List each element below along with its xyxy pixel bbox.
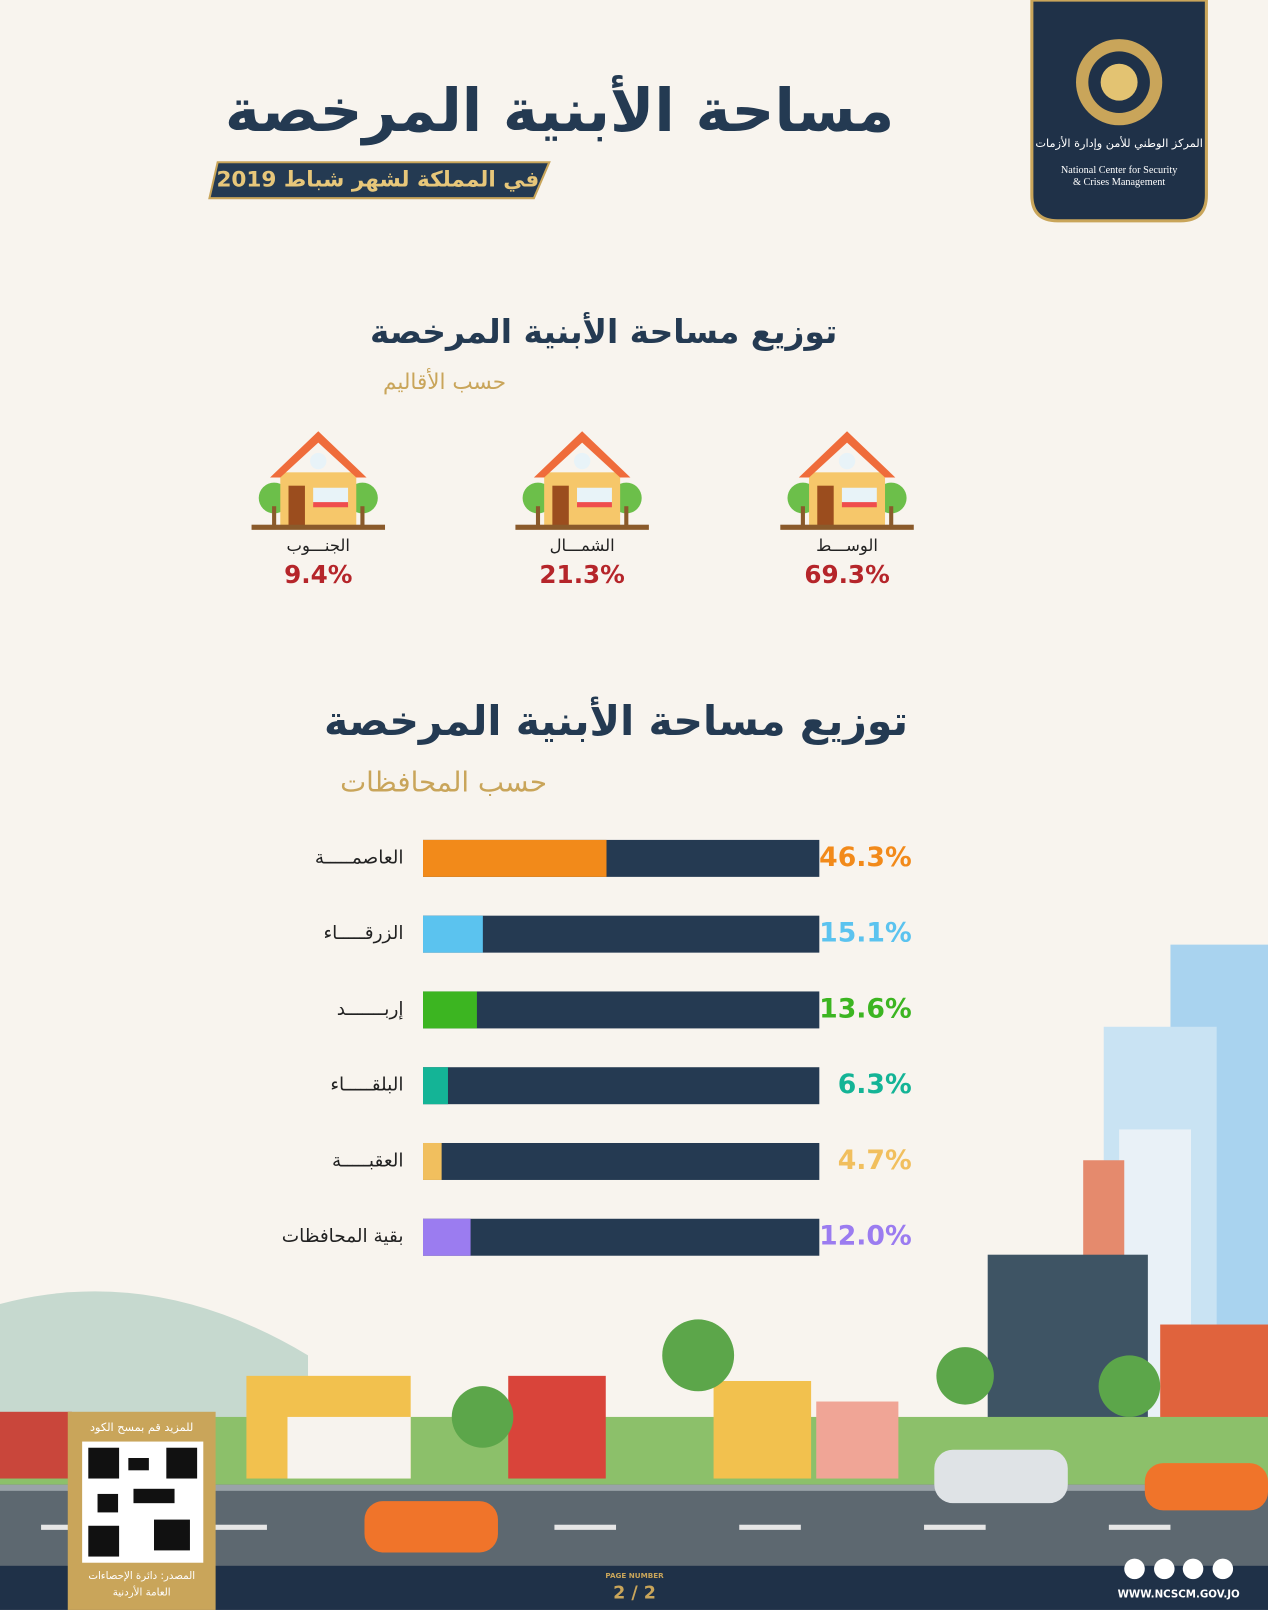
bar [423, 1067, 448, 1105]
bar [423, 915, 483, 953]
house-icon [780, 431, 914, 530]
subtitle-ribbon [208, 161, 551, 200]
bar [423, 991, 477, 1029]
logo-english: & Crises Management [1073, 177, 1165, 188]
house-part [838, 452, 856, 470]
bar [423, 839, 607, 877]
page-number: 2 / 2 [613, 1584, 656, 1604]
bar [423, 1142, 442, 1180]
bar-track [423, 1067, 820, 1105]
house-part [780, 524, 914, 530]
category-label: الشمـــال [550, 536, 615, 555]
source: المصدر: دائرة الإحصاءات [88, 1570, 195, 1582]
bar [423, 1218, 471, 1256]
house-part [841, 502, 877, 508]
category-label: البلقـــــاء [330, 1075, 403, 1096]
value-label: 6.3% [838, 1069, 912, 1100]
house-part [533, 431, 631, 478]
house-part [288, 485, 305, 526]
value-label: 46.3% [819, 842, 912, 873]
value-label: 12.0% [819, 1221, 912, 1252]
house-part [889, 506, 894, 527]
logo-arabic: المركز الوطني للأمن وإدارة الأزمات [1035, 136, 1202, 151]
category-label: العاصمـــــة [315, 847, 404, 868]
bar-track [423, 1218, 820, 1256]
bar-track [423, 1142, 820, 1180]
social-icons [1124, 1558, 1234, 1580]
house-part [515, 524, 649, 530]
house-part [577, 502, 612, 508]
page-subtitle: في المملكة لشهر شباط 2019 [216, 168, 539, 193]
house-part [624, 506, 629, 527]
category-label: بقية المحافظات [282, 1226, 404, 1247]
house-part [272, 506, 277, 527]
category-label: الزرقـــــاء [323, 923, 403, 944]
value-label: 9.4% [284, 560, 352, 589]
source: العامة الأردنية [113, 1585, 171, 1598]
qr-caption: للمزيد قم بمسح الكود [90, 1421, 193, 1435]
website: WWW.NCSCM.GOV.JO [1118, 1589, 1240, 1601]
bar-track [423, 991, 820, 1029]
logo-english: National Center for Security [1061, 165, 1178, 176]
category-label: الجنـــوب [287, 536, 350, 556]
chart-title: توزيع مساحة الأبنية المرخصة [324, 695, 908, 745]
value-label: 15.1% [819, 918, 912, 949]
chart-title: توزيع مساحة الأبنية المرخصة [370, 311, 837, 352]
house-part [313, 487, 349, 505]
house-part [360, 506, 365, 527]
logo [1030, 0, 1208, 223]
chart-subtitle: حسب الأقاليم [383, 368, 506, 395]
page-title: مساحة الأبنية المرخصة [225, 75, 894, 146]
bar-track [423, 915, 820, 953]
house-part [535, 506, 541, 527]
category-label: إربـــــــد [337, 999, 404, 1020]
category-label: العقبـــــة [332, 1150, 404, 1171]
house-part [800, 506, 805, 527]
house-part [841, 487, 877, 505]
house-part [313, 502, 349, 508]
qr-pattern [88, 1447, 198, 1557]
house-part [552, 485, 569, 526]
category-label: الوســـط [816, 536, 878, 556]
value-label: 69.3% [804, 560, 889, 589]
house-part [251, 524, 386, 530]
house-icon [251, 431, 386, 530]
house-icon [515, 431, 649, 530]
value-label: 21.3% [539, 560, 624, 589]
house-part [577, 487, 612, 505]
house-part [798, 431, 896, 478]
value-label: 4.7% [838, 1145, 912, 1176]
house-part [573, 452, 591, 470]
page-caption: PAGE NUMBER [605, 1571, 664, 1580]
value-label: 13.6% [819, 993, 912, 1024]
house-part [310, 452, 327, 470]
house-part [817, 485, 834, 526]
chart-subtitle: حسب المحافظات [340, 765, 547, 798]
house-part [270, 431, 367, 478]
